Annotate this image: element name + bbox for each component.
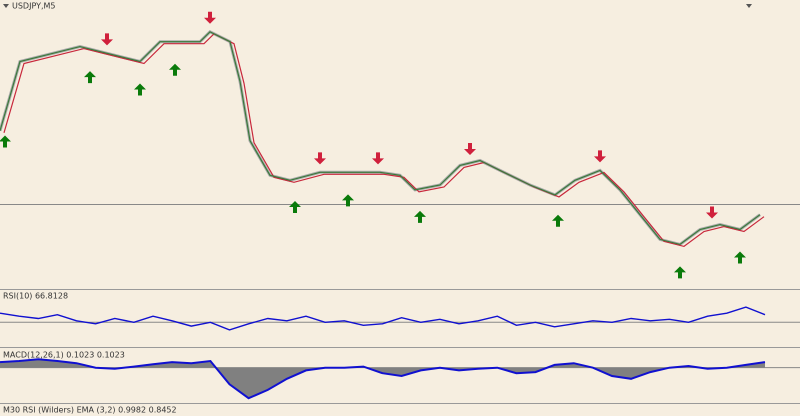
buy-arrow — [289, 200, 301, 213]
sell-arrow — [464, 142, 476, 155]
buy-arrow — [414, 210, 426, 223]
panel-title: MACD(12,26,1) 0.1023 0.1023 — [3, 351, 125, 360]
moving-average — [0, 31, 761, 246]
buy-arrow — [674, 266, 686, 279]
sell-arrow — [101, 33, 113, 46]
price-line — [0, 29, 761, 247]
macd-histogram — [0, 359, 765, 399]
panel-title: USDJPY,M5 — [12, 2, 56, 11]
buy-arrow — [552, 214, 564, 227]
sell-arrow — [706, 206, 718, 219]
moving-average — [3, 33, 765, 248]
buy-arrow — [84, 71, 96, 84]
sell-arrow — [314, 152, 326, 165]
panel-title: M30 RSI (Wilders) EMA (3,2) 0.9982 0.845… — [3, 406, 177, 415]
buy-arrow — [0, 135, 11, 148]
sell-arrow — [204, 11, 216, 24]
macd-line — [0, 358, 766, 400]
rsi-line — [0, 306, 766, 331]
buy-arrow — [342, 194, 354, 207]
buy-arrow — [169, 63, 181, 76]
dropdown-icon[interactable] — [746, 4, 752, 8]
sell-arrow — [372, 152, 384, 165]
dropdown-icon[interactable] — [3, 4, 9, 8]
sell-arrow — [594, 150, 606, 163]
buy-arrow — [734, 251, 746, 264]
buy-arrow — [134, 83, 146, 96]
panel-title: RSI(10) 66.8128 — [3, 292, 68, 301]
